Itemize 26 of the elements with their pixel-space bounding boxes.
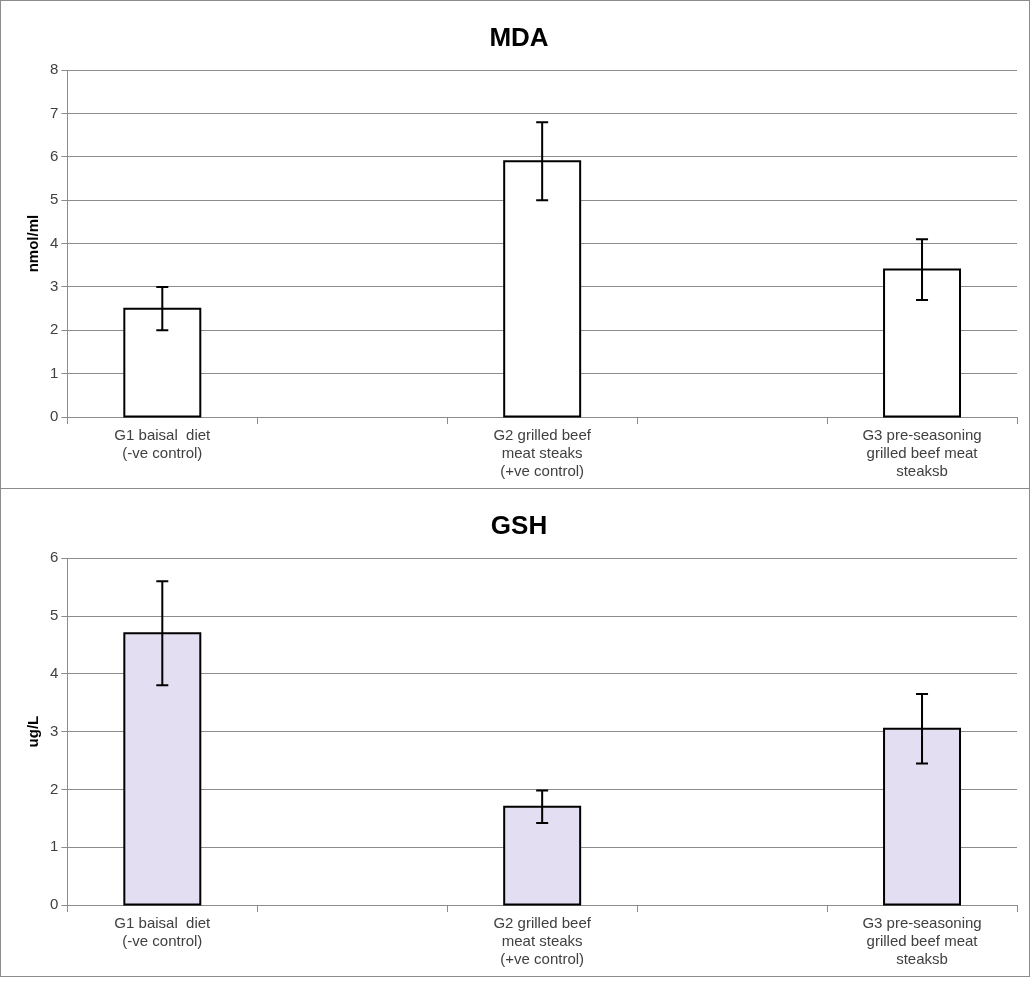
y-tick-label: 4: [50, 233, 59, 251]
y-tick-label: 2: [50, 779, 59, 797]
x-tick-label: G1 baisal diet (-ve control): [114, 426, 212, 462]
y-tick-label: 4: [50, 663, 59, 681]
x-tick-label: G2 grilled beef meat steaks (+ve control): [493, 914, 592, 968]
y-tick-label: 1: [50, 837, 59, 855]
y-tick-label: 5: [50, 190, 59, 208]
y-tick-label: 3: [50, 721, 59, 739]
y-axis-title: ug/L: [24, 715, 42, 748]
y-tick-label: 6: [50, 147, 59, 165]
y-tick-label: 5: [50, 606, 59, 624]
y-axis-title: nmol/ml: [24, 214, 42, 273]
x-tick-label: G3 pre-seasoning grilled beef meat steaksb: [862, 914, 982, 968]
x-tick-label: G1 baisal diet (-ve control): [114, 914, 212, 950]
y-tick-label: 0: [50, 895, 59, 913]
y-tick-label: 2: [50, 320, 59, 338]
y-tick-label: 3: [50, 277, 59, 295]
y-tick-label: 1: [50, 363, 59, 381]
x-tick-label: G2 grilled beef meat steaks (+ve control): [493, 426, 592, 480]
y-tick-label: 7: [50, 103, 59, 121]
chart-title: GSH: [490, 509, 548, 540]
y-tick-label: 6: [50, 548, 59, 566]
chart-title: MDA: [489, 21, 549, 52]
y-tick-label: 0: [50, 407, 59, 425]
y-tick-label: 8: [50, 60, 59, 78]
x-tick-label: G3 pre-seasoning grilled beef meat steaksb: [862, 426, 982, 480]
